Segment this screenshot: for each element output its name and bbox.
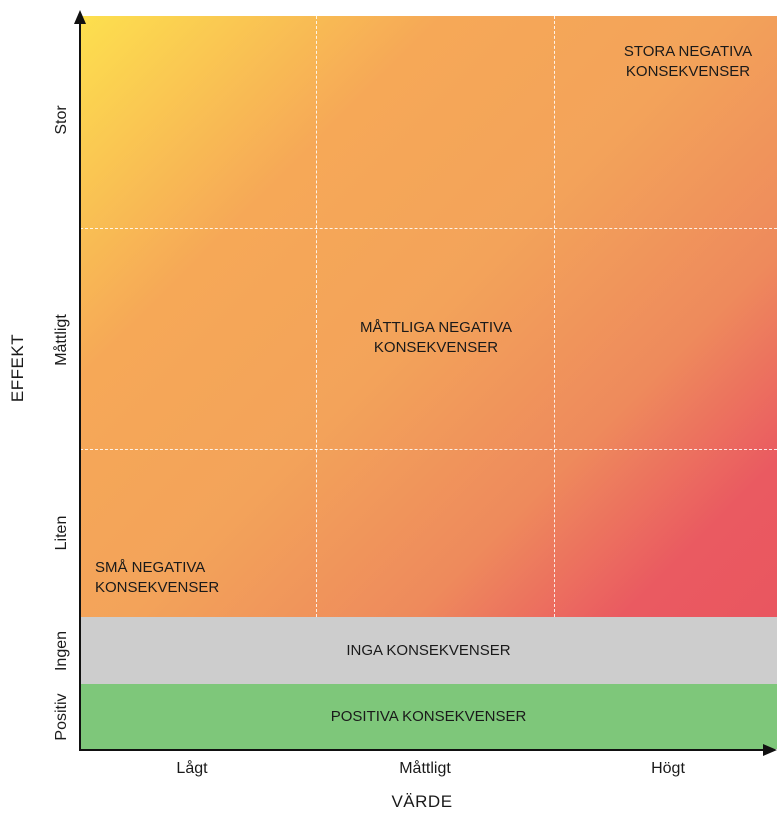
zone-label-small: SMÅ NEGATIVA KONSEKVENSER <box>95 558 219 598</box>
x-axis-arrow-icon <box>763 744 777 756</box>
zone-label-small-line-2: KONSEKVENSER <box>95 579 220 596</box>
zone-label-large: STORA NEGATIVA KONSEKVENSER <box>608 42 768 82</box>
zone-label-small-line-1: SMÅ NEGATIVA <box>95 559 206 576</box>
gradient-matrix: SMÅ NEGATIVA KONSEKVENSER MÅTTLIGA NEGAT… <box>80 16 777 617</box>
grid-line-vertical <box>554 16 555 617</box>
y-axis-title: EFFEKT <box>8 333 27 403</box>
zone-label-moderate-line-1: MÅTTLIGA NEGATIVA <box>360 319 512 336</box>
grid-line-horizontal <box>80 228 777 229</box>
y-tick-label: Måttligt <box>53 314 70 366</box>
zone-label-large-line-1: STORA NEGATIVA <box>623 43 753 60</box>
x-axis-title: VÄRDE <box>391 792 453 811</box>
zone-label-none: INGA KONSEKVENSER <box>346 642 511 659</box>
band-positive: POSITIVA KONSEKVENSER <box>80 684 777 749</box>
band-none: INGA KONSEKVENSER <box>80 617 777 684</box>
x-tick-label: Högt <box>651 760 685 777</box>
zone-label-positive: POSITIVA KONSEKVENSER <box>330 708 527 725</box>
grid-line-horizontal <box>80 449 777 450</box>
zone-label-moderate-line-2: KONSEKVENSER <box>373 339 499 356</box>
y-axis-arrow-icon <box>74 10 86 24</box>
zone-label-moderate: MÅTTLIGA NEGATIVA KONSEKVENSER <box>306 318 566 358</box>
y-tick-label: Positiv <box>53 693 70 741</box>
grid-line-vertical <box>316 16 317 617</box>
y-tick-label: Liten <box>53 515 70 551</box>
zone-label-large-line-2: KONSEKVENSER <box>625 63 751 80</box>
x-tick-label: Lågt <box>176 760 208 777</box>
x-tick-label: Måttligt <box>399 760 451 777</box>
y-tick-label: Stor <box>53 105 70 135</box>
y-tick-label: Ingen <box>53 630 70 672</box>
